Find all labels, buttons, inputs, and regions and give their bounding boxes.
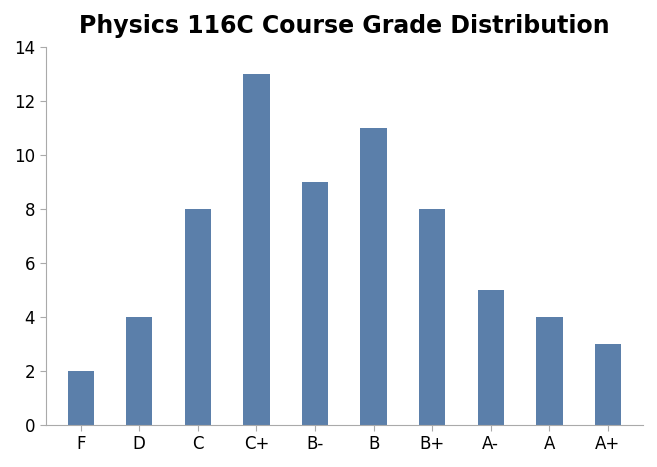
Bar bbox=[243, 74, 269, 425]
Title: Physics 116C Course Grade Distribution: Physics 116C Course Grade Distribution bbox=[79, 14, 610, 38]
Bar bbox=[68, 371, 94, 425]
Bar bbox=[361, 128, 387, 425]
Bar bbox=[536, 317, 562, 425]
Bar bbox=[302, 182, 328, 425]
Bar bbox=[185, 209, 211, 425]
Bar bbox=[126, 317, 152, 425]
Bar bbox=[419, 209, 445, 425]
Bar bbox=[595, 344, 621, 425]
Bar bbox=[478, 290, 504, 425]
